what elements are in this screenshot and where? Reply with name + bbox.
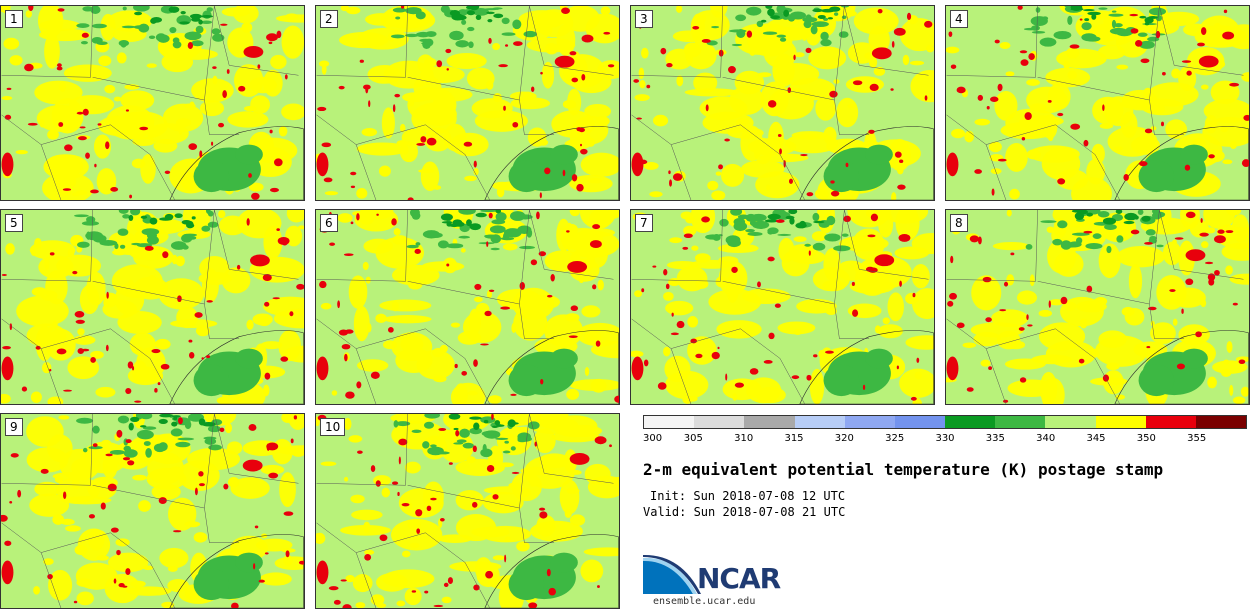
init-time: Init: Sun 2018-07-08 12 UTC: [650, 489, 846, 503]
stamp-member-label: 10: [320, 418, 346, 436]
field-map: [316, 6, 619, 200]
colorbar-segment-325: [894, 416, 946, 428]
field-map: [631, 6, 934, 200]
field-map: [1, 414, 304, 608]
stamp-member-label: 4: [950, 10, 968, 28]
colorbar-segment-310: [744, 416, 795, 428]
stamp-member-label: 6: [320, 214, 338, 232]
site-url: ensemble.ucar.edu: [653, 596, 756, 607]
stamp-member-label: 9: [5, 418, 23, 436]
stamp-member-label: 2: [320, 10, 338, 28]
field-map: [631, 210, 934, 404]
colorbar-segment-340: [1045, 416, 1096, 428]
colorbar-tick-label: 350: [1136, 433, 1156, 444]
colorbar-tick-labels: 300 305 310 315 320 325 330 335 340 345 350 355: [643, 433, 1247, 447]
colorbar-segment-305: [694, 416, 745, 428]
colorbar: [643, 415, 1247, 429]
colorbar-segment-320: [844, 416, 895, 428]
stamp-panel-8: 8: [945, 209, 1250, 405]
field-map: [316, 210, 619, 404]
stamp-member-label: 1: [5, 10, 23, 28]
colorbar-segment-345: [1095, 416, 1146, 428]
colorbar-tick-label: 330: [935, 433, 955, 444]
stamp-panel-10: 10: [315, 413, 620, 609]
colorbar-tick-label: 325: [885, 433, 905, 444]
logo-wordmark: NCAR: [697, 562, 781, 595]
colorbar-tick-label: 335: [985, 433, 1005, 444]
stamp-panel-1: 1: [0, 5, 305, 201]
field-map: [1, 210, 304, 404]
stamp-panel-6: 6: [315, 209, 620, 405]
colorbar-tick-label: 345: [1086, 433, 1106, 444]
field-map: [946, 6, 1249, 200]
stamp-member-label: 7: [635, 214, 653, 232]
colorbar-segment-335: [995, 416, 1046, 428]
colorbar-tick-label: 355: [1187, 433, 1207, 444]
chart-title: 2-m equivalent potential temperature (K)…: [643, 460, 1164, 479]
field-map: [946, 210, 1249, 404]
colorbar-tick-label: 320: [834, 433, 854, 444]
stamp-panel-4: 4: [945, 5, 1250, 201]
stamp-panel-2: 2: [315, 5, 620, 201]
colorbar-segment-355: [1195, 416, 1247, 428]
colorbar-tick-label: 315: [784, 433, 804, 444]
colorbar-segment-330: [945, 416, 996, 428]
stamp-member-label: 5: [5, 214, 23, 232]
colorbar-tick-label: 300: [643, 433, 663, 444]
colorbar-tick-label: 340: [1036, 433, 1056, 444]
stamp-panel-3: 3: [630, 5, 935, 201]
stamp-member-label: 3: [635, 10, 653, 28]
colorbar-tick-label: 305: [683, 433, 703, 444]
colorbar-segment-315: [794, 416, 845, 428]
stamp-member-label: 8: [950, 214, 968, 232]
field-map: [1, 6, 304, 200]
colorbar-tick-label: 310: [734, 433, 754, 444]
stamp-panel-7: 7: [630, 209, 935, 405]
stamp-panel-5: 5: [0, 209, 305, 405]
colorbar-segment-300: [644, 416, 695, 428]
ncar-logo-icon: [643, 554, 701, 594]
valid-time: Valid: Sun 2018-07-08 21 UTC: [643, 505, 846, 519]
stamp-panel-9: 9: [0, 413, 305, 609]
colorbar-segment-350: [1145, 416, 1196, 428]
field-map: [316, 414, 619, 608]
